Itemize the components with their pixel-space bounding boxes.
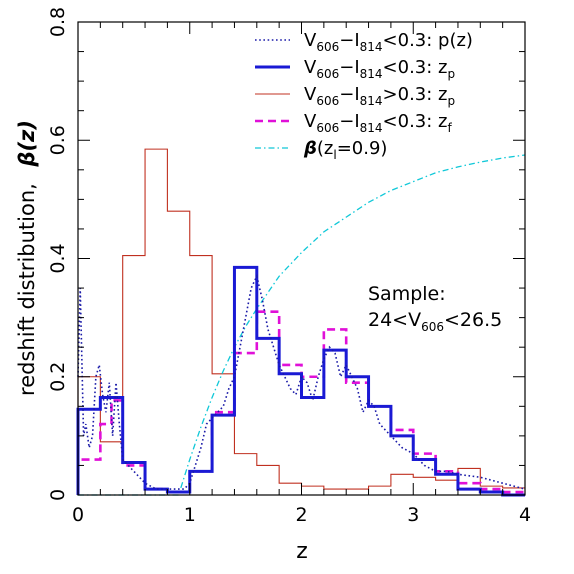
y-tick-label: 0.6	[47, 125, 69, 155]
y-tick-label: 0.8	[47, 7, 69, 37]
sample-annotation: Sample: 24<V606<26.5	[368, 283, 502, 334]
plot-frame	[77, 21, 526, 496]
series-line-zp_blue	[76, 265, 525, 497]
y-tick-label: 0.2	[47, 362, 69, 392]
x-axis-label: z	[296, 539, 308, 564]
x-tick-label: 1	[184, 504, 196, 526]
series-line-beta	[78, 154, 526, 496]
legend-entry-pz: V606−I814<0.3: p(z)	[304, 30, 473, 54]
sample-annotation-line2: 24<V606<26.5	[368, 309, 502, 334]
x-tick-label: 4	[519, 504, 531, 526]
sample-annotation-post: <26.5	[444, 309, 502, 331]
y-axis-label-text: redshift distribution,	[15, 183, 39, 396]
sample-annotation-pre: 24<V	[368, 309, 421, 331]
y-axis-label: redshift distribution, β(z)	[15, 120, 39, 396]
legend-entry-zp_red: V606−I814>0.3: zp	[304, 84, 455, 108]
x-tick-label: 3	[407, 504, 419, 526]
y-tick-label: 0	[47, 489, 69, 501]
legend-entry-zp_blue: V606−I814<0.3: zp	[304, 57, 455, 81]
y-tick-label: 0.4	[47, 243, 69, 273]
sample-annotation-line1: Sample:	[368, 283, 446, 305]
series-layer	[76, 148, 526, 497]
legend: V606−I814<0.3: p(z) V606−I814<0.3: zp V606…	[255, 30, 473, 162]
y-axis-label-beta: β(z)	[15, 120, 39, 167]
sample-annotation-sub: 606	[421, 320, 444, 334]
series-line-zf	[76, 310, 525, 495]
axes-layer: 0 1 2 3 4 0 0.2 0.4 0.6 0.8	[47, 7, 531, 526]
x-tick-label: 2	[295, 504, 307, 526]
series-line-zp_red	[77, 148, 525, 495]
x-tick-label: 0	[72, 504, 84, 526]
legend-entry-beta: β(zl=0.9)	[303, 138, 387, 162]
svg-text:redshift distribution, β: redshift distribution, β(z)	[15, 120, 39, 396]
legend-entry-zf: V606−I814<0.3: zf	[304, 111, 452, 135]
